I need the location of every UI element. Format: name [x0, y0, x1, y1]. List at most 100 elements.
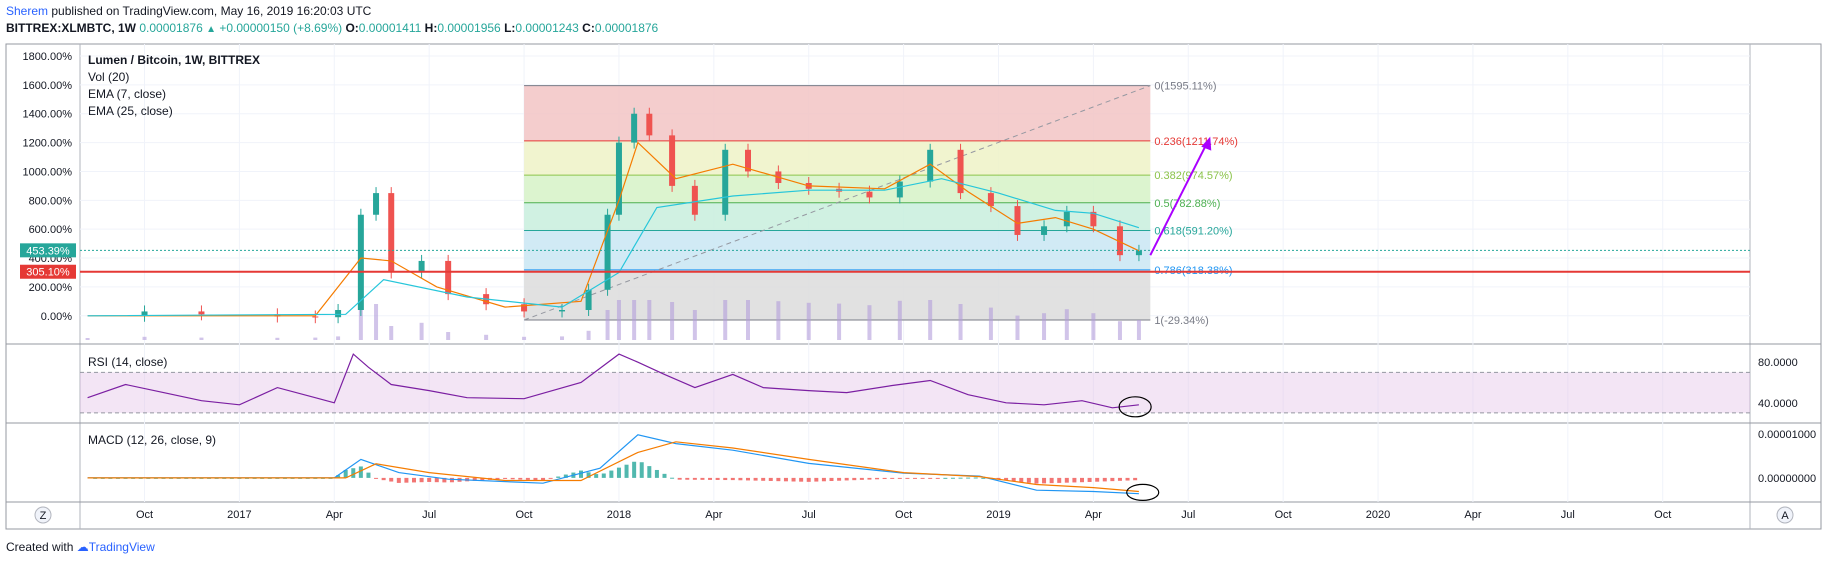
volume-bar	[1064, 309, 1069, 340]
volume-bar	[988, 307, 993, 340]
volume-bar	[142, 336, 147, 340]
x-tick-label: Oct	[136, 509, 153, 521]
candle-body	[669, 135, 676, 186]
macd-histogram-bar	[624, 464, 629, 478]
volume-bar	[199, 337, 204, 340]
macd-histogram-bar	[1102, 477, 1107, 482]
x-tick-label: 2020	[1366, 509, 1390, 521]
macd-histogram-bar	[814, 477, 819, 482]
volume-bars	[85, 300, 1141, 340]
y-tick-label: 1400.00%	[22, 109, 72, 121]
macd-histogram-bar	[837, 477, 842, 481]
macd-histogram-bar	[708, 477, 713, 480]
macd-histogram-bar	[768, 477, 773, 481]
x-tick-label: Oct	[1275, 509, 1292, 521]
author-link[interactable]: Sherem	[6, 4, 49, 18]
chart-frame	[5, 43, 1822, 530]
macd-histogram-bar	[579, 470, 583, 478]
y-tick-label: 200.00%	[29, 282, 73, 294]
price-label: 453.39%	[26, 245, 70, 257]
macd-histogram-bar	[1034, 477, 1039, 484]
candle-body	[1090, 211, 1097, 227]
macd-histogram-bar	[783, 477, 788, 482]
macd-histogram-bar	[799, 477, 804, 482]
x-tick-label: Apr	[1085, 509, 1102, 521]
candle-body	[745, 149, 751, 172]
volume-bar	[446, 332, 451, 340]
price-label-box	[20, 243, 76, 258]
rsi-line	[87, 353, 1139, 409]
volume-bar	[897, 300, 902, 340]
candle-body	[312, 316, 319, 318]
candle-body	[1014, 206, 1021, 235]
ema-7-line	[87, 141, 1140, 317]
tradingview-logo-icon[interactable]: ☁	[76, 540, 89, 554]
macd-histogram-bar	[746, 477, 750, 481]
macd-histogram-bar	[556, 476, 561, 478]
rsi-highlight-circle	[1118, 396, 1152, 418]
price-label-box	[20, 264, 76, 279]
timezone-button-label: Z	[40, 510, 47, 522]
macd-histogram-bar	[427, 477, 432, 482]
candle-body	[141, 311, 148, 316]
macd-histogram-bar	[389, 477, 394, 482]
x-tick-label: Jul	[422, 509, 436, 521]
macd-histogram-bar	[677, 477, 682, 480]
x-tick-label: Apr	[705, 509, 722, 521]
macd-histogram-bar	[806, 477, 811, 482]
volume-bar	[806, 302, 811, 340]
auto-scale-button-label: A	[1781, 510, 1789, 522]
y-tick-label: 1000.00%	[22, 166, 72, 178]
candle-body	[418, 260, 425, 273]
y-axis-labels: 1800.00% 1600.00% 1400.00% 1200.00% 1000.00%…	[20, 51, 1750, 323]
macd-histogram-bar	[533, 477, 538, 481]
volume-bar	[1042, 313, 1047, 340]
macd-histogram-bar	[1072, 477, 1077, 483]
x-tick-label: 2017	[227, 509, 251, 521]
macd-histogram-bar	[503, 477, 508, 479]
legend-entry: Vol (20)	[88, 70, 129, 84]
macd-histogram-bar	[1087, 477, 1092, 482]
macd-histogram-bar	[700, 477, 705, 480]
macd-histogram-bar	[1019, 477, 1024, 482]
macd-histogram-bar	[943, 477, 948, 479]
fib-trend-line	[523, 85, 1151, 321]
candle-body	[987, 193, 994, 207]
macd-histogram-bar	[897, 477, 902, 479]
macd-pane: MACD (12, 26, close, 9) 0.00001000 0.00000…	[87, 429, 1816, 495]
candle-body	[631, 113, 638, 143]
macd-histogram-bar	[412, 477, 416, 483]
high-label: H:	[424, 21, 438, 35]
candle-body	[559, 309, 566, 312]
macd-histogram-bar	[586, 472, 591, 478]
macd-histogram-bar	[654, 469, 659, 478]
x-tick-label: 2018	[607, 509, 631, 521]
macd-histogram-bar	[1026, 477, 1031, 483]
tradingview-link[interactable]: TradingView	[88, 540, 155, 554]
macd-histogram-bar	[867, 477, 872, 480]
macd-histogram-bar	[374, 477, 379, 479]
publish-info: Sherem published on TradingView.com, May…	[6, 4, 371, 18]
macd-histogram-bar	[859, 477, 864, 480]
fib-level-label: 0.382(974.57%)	[1154, 170, 1232, 182]
x-tick-label: Oct	[895, 509, 912, 521]
volume-bar	[647, 300, 652, 340]
macd-histogram-bar	[1049, 477, 1054, 484]
candle-body	[388, 193, 395, 273]
macd-histogram-bar	[616, 467, 621, 478]
macd-histogram-bar	[685, 477, 690, 480]
macd-histogram-bar	[1011, 477, 1016, 482]
candle-body	[722, 149, 729, 215]
candle-body	[691, 185, 698, 215]
macd-histogram-bar	[890, 477, 895, 479]
fib-level-label: 0(1595.11%)	[1154, 81, 1216, 93]
annotations	[1118, 136, 1212, 502]
volume-bar	[616, 300, 621, 340]
macd-histogram-bar	[958, 477, 963, 479]
volume-bar	[374, 304, 379, 340]
low-label: L:	[504, 21, 516, 35]
macd-histogram-bar	[844, 477, 849, 481]
macd-histogram-bar	[950, 477, 955, 479]
rsi-pane: RSI (14, close) 80.0000 40.0000	[80, 353, 1798, 414]
